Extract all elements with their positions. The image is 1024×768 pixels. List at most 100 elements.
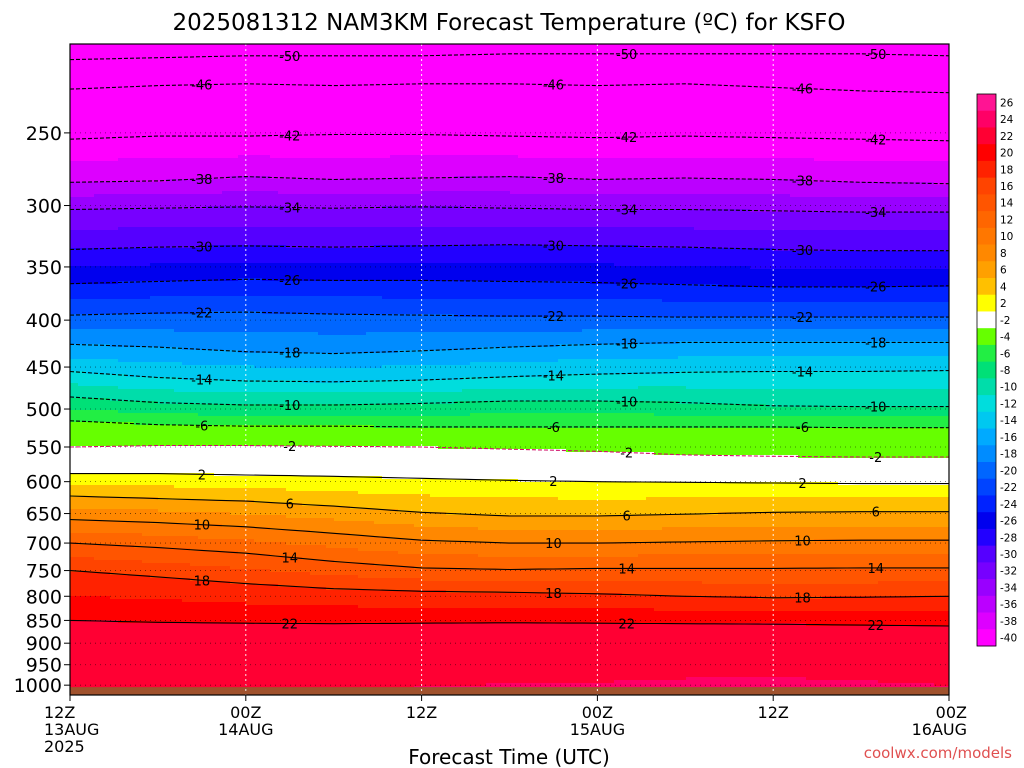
contour-label: -2 (869, 451, 882, 466)
contour-label: -30 (543, 239, 564, 254)
contour-label: -42 (865, 133, 886, 148)
y-tick-label: 650 (26, 504, 62, 526)
colorbar: 2624222018161412108642-2-4-6-8-10-12-14-… (977, 94, 1017, 646)
contour-label: -6 (547, 421, 560, 436)
colorbar-swatch (977, 311, 996, 328)
colorbar-swatch (977, 211, 996, 228)
contour-label: -22 (191, 307, 212, 322)
contour-label: -14 (543, 369, 564, 384)
contour-label: -6 (796, 421, 809, 436)
colorbar-label: -2 (1000, 315, 1010, 327)
contour-label: -10 (279, 399, 300, 414)
contour-label: -2 (283, 440, 296, 455)
pressure-axis: 2503003504004505005506006507007508008509… (14, 123, 70, 697)
colorbar-swatch (977, 395, 996, 412)
colorbar-label: 26 (1000, 97, 1014, 109)
contour-label: -14 (792, 365, 813, 380)
contour-label: -2 (620, 447, 633, 462)
contour-label: 10 (794, 535, 811, 550)
colorbar-label: -24 (1000, 499, 1017, 511)
contour-label: -10 (865, 401, 886, 416)
contour-label: -46 (543, 79, 564, 94)
contour-label: -42 (616, 131, 637, 146)
colorbar-label: -38 (1000, 616, 1017, 628)
colorbar-swatch (977, 295, 996, 312)
colorbar-swatch (977, 94, 996, 111)
contour-label: -38 (191, 173, 212, 188)
contour-label: -18 (616, 338, 637, 353)
colorbar-swatch (977, 161, 996, 178)
y-tick-label: 500 (26, 399, 62, 421)
contour-label: 2 (549, 475, 557, 490)
contour-label: -50 (279, 50, 300, 65)
colorbar-label: -36 (1000, 599, 1017, 611)
contour-label: -26 (279, 274, 300, 289)
colorbar-swatch (977, 479, 996, 496)
colorbar-swatch (977, 429, 996, 446)
colorbar-label: -18 (1000, 449, 1017, 461)
colorbar-swatch (977, 111, 996, 128)
colorbar-label: 10 (1000, 231, 1013, 243)
contour-label: 14 (867, 562, 884, 577)
y-tick-label: 1000 (14, 675, 62, 697)
y-tick-label: 250 (26, 123, 62, 145)
contour-label: 10 (194, 519, 211, 534)
contour-label: 6 (623, 509, 631, 524)
y-tick-label: 850 (26, 610, 62, 632)
contour-label: -22 (792, 311, 813, 326)
colorbar-swatch (977, 144, 996, 161)
colorbar-swatch (977, 278, 996, 295)
y-tick-label: 700 (26, 533, 62, 555)
contour-label: 10 (545, 537, 562, 552)
colorbar-swatch (977, 495, 996, 512)
colorbar-label: 6 (1000, 265, 1007, 277)
contour-label: -30 (792, 244, 813, 259)
contour-label: -34 (616, 203, 637, 218)
colorbar-label: -32 (1000, 566, 1017, 578)
colorbar-swatch (977, 412, 996, 429)
contour-label: 6 (872, 506, 880, 521)
contour-label: -22 (543, 310, 564, 325)
contour-label: 6 (286, 498, 294, 513)
colorbar-label: -40 (1000, 633, 1017, 645)
x-tick-label: 15AUG (570, 720, 625, 739)
x-tick-label: 12Z (758, 703, 789, 722)
colorbar-swatch (977, 362, 996, 379)
y-tick-label: 800 (26, 586, 62, 608)
colorbar-label: 2 (1000, 298, 1007, 310)
colorbar-swatch (977, 512, 996, 529)
colorbar-swatch (977, 562, 996, 579)
colorbar-swatch (977, 579, 996, 596)
colorbar-label: 24 (1000, 114, 1014, 126)
contour-label: 14 (281, 551, 298, 566)
colorbar-label: 12 (1000, 214, 1013, 226)
colorbar-label: 22 (1000, 131, 1013, 143)
y-tick-label: 450 (26, 357, 62, 379)
x-tick-label: 14AUG (218, 720, 273, 739)
colorbar-label: 20 (1000, 148, 1013, 160)
y-tick-label: 350 (26, 257, 62, 279)
x-tick-label: 2025 (44, 737, 85, 756)
colorbar-label: -6 (1000, 348, 1011, 360)
contour-label: 18 (545, 587, 562, 602)
colorbar-label: 4 (1000, 281, 1007, 293)
contour-label: -30 (191, 241, 212, 256)
contour-label: 14 (618, 562, 635, 577)
colorbar-swatch (977, 529, 996, 546)
contour-label: -38 (543, 172, 564, 187)
colorbar-swatch (977, 228, 996, 245)
contour-label: -6 (195, 419, 208, 434)
contour-label: -18 (865, 336, 886, 351)
colorbar-label: -4 (1000, 332, 1011, 344)
colorbar-swatch (977, 462, 996, 479)
contour-label: 22 (281, 617, 298, 632)
contour-label: -46 (792, 83, 813, 98)
surface-band (70, 687, 949, 695)
colorbar-label: -8 (1000, 365, 1010, 377)
contour-label: -42 (279, 129, 300, 144)
y-tick-label: 400 (26, 310, 62, 332)
colorbar-label: 14 (1000, 198, 1014, 210)
contour-label: 2 (198, 468, 206, 483)
colorbar-label: -12 (1000, 398, 1017, 410)
colorbar-label: -30 (1000, 549, 1017, 561)
